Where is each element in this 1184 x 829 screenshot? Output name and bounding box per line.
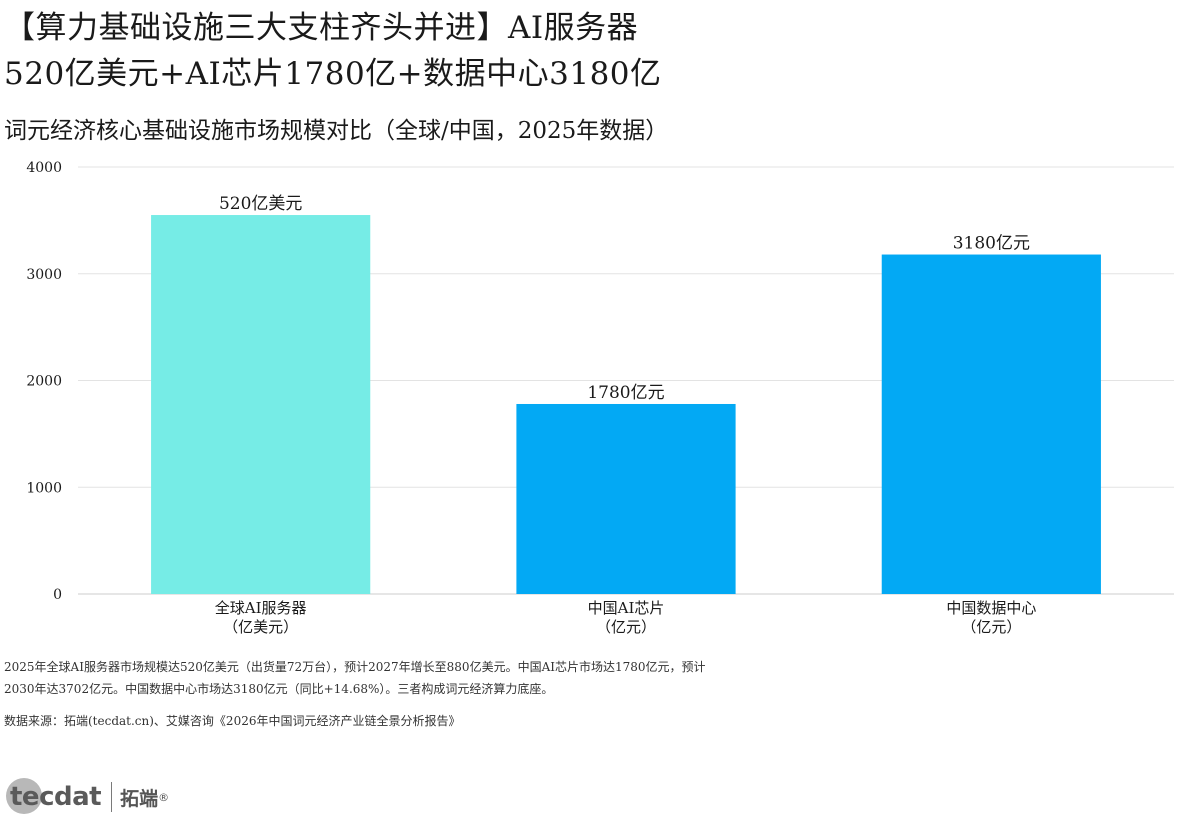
headline: 【算力基础设施三大支柱齐头并进】AI服务器 520亿美元+AI芯片1780亿+数… <box>4 6 662 98</box>
y-tick-label: 2000 <box>26 374 62 390</box>
tecdat-logo: tecdat 拓端 ® <box>6 772 169 822</box>
headline-line-2: 520亿美元+AI芯片1780亿+数据中心3180亿 <box>4 56 662 92</box>
data-label: 3180亿元 <box>953 234 1030 254</box>
y-tick-label: 1000 <box>26 480 62 496</box>
logo-registered-mark: ® <box>158 790 170 804</box>
headline-line-1: 【算力基础设施三大支柱齐头并进】AI服务器 <box>4 10 639 46</box>
bar <box>881 254 1101 594</box>
x-tick-label: （亿元） <box>961 618 1021 636</box>
chart-note: 2025年全球AI服务器市场规模达520亿美元（出货量72万台），预计2027年… <box>4 660 706 696</box>
x-tick-label: 中国数据中心 <box>946 599 1036 617</box>
x-tick-label: 全球AI服务器 <box>215 599 307 617</box>
bar <box>516 403 736 594</box>
logo-circle <box>6 778 42 814</box>
logo-word: tecdat <box>10 782 102 812</box>
data-source: 数据来源：拓端(tecdat.cn)、艾媒咨询《2026年中国词元经济产业链全景… <box>4 714 461 728</box>
x-tick-label: （亿美元） <box>223 618 298 636</box>
y-tick-label: 0 <box>53 587 62 603</box>
data-label: 520亿美元 <box>219 194 302 214</box>
y-tick-label: 4000 <box>26 160 62 176</box>
logo-separator <box>111 782 113 812</box>
data-label: 1780亿元 <box>587 383 664 403</box>
x-tick-label: （亿元） <box>596 618 656 636</box>
x-tick-label: 中国AI芯片 <box>588 599 665 617</box>
logo-chinese-name: 拓端 <box>120 787 159 810</box>
y-tick-label: 3000 <box>26 267 62 283</box>
bar <box>151 215 371 594</box>
chart-subtitle: 词元经济核心基础设施市场规模对比（全球/中国，2025年数据） <box>4 118 669 144</box>
